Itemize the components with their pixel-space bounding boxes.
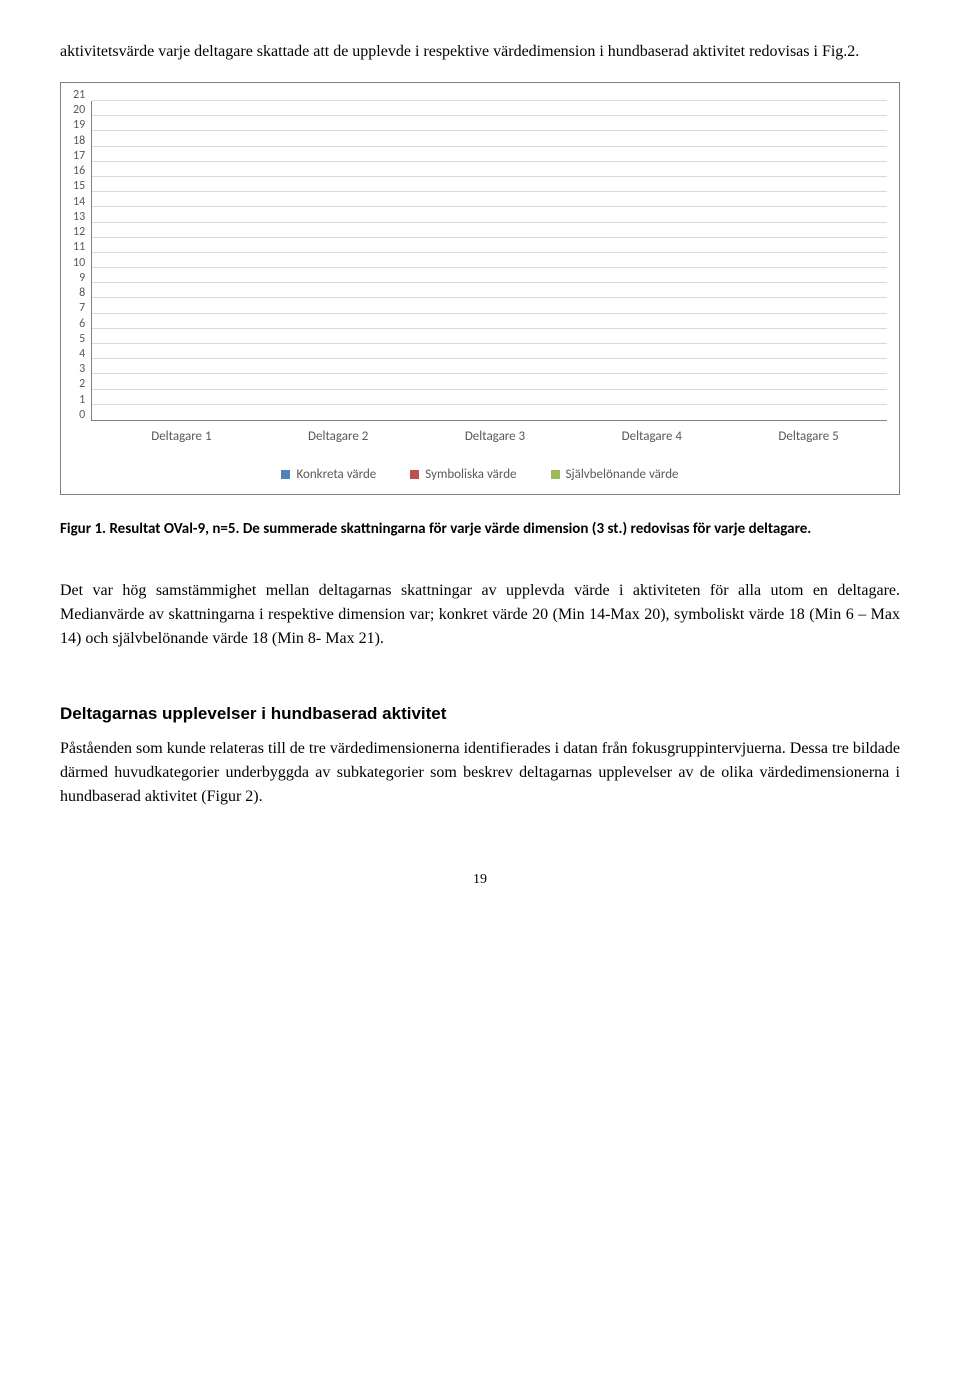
legend-swatch-icon: [410, 470, 419, 479]
y-axis: 2120191817161514131211109876543210: [73, 101, 91, 421]
legend-label: Symboliska värde: [425, 465, 516, 485]
legend-label: Självbelönande värde: [566, 465, 679, 485]
legend-item: Självbelönande värde: [551, 465, 679, 485]
section-paragraph: Påståenden som kunde relateras till de t…: [60, 737, 900, 809]
x-label: Deltagare 4: [573, 427, 730, 447]
figure-caption: Figur 1. Resultat OVal-9, n=5. De summer…: [60, 519, 900, 539]
x-label: Deltagare 5: [730, 427, 887, 447]
x-label: Deltagare 1: [103, 427, 260, 447]
legend-item: Konkreta värde: [281, 465, 376, 485]
x-label: Deltagare 2: [260, 427, 417, 447]
plot-area: [91, 101, 887, 421]
intro-paragraph: aktivitetsvärde varje deltagare skattade…: [60, 40, 900, 64]
chart-container: 2120191817161514131211109876543210 Delta…: [60, 82, 900, 495]
legend: Konkreta värde Symboliska värde Självbelön…: [73, 465, 887, 485]
body-paragraph: Det var hög samstämmighet mellan deltaga…: [60, 579, 900, 651]
page-number: 19: [60, 869, 900, 890]
legend-item: Symboliska värde: [410, 465, 516, 485]
legend-label: Konkreta värde: [296, 465, 376, 485]
x-label: Deltagare 3: [417, 427, 574, 447]
section-heading: Deltagarnas upplevelser i hundbaserad ak…: [60, 701, 900, 727]
legend-swatch-icon: [551, 470, 560, 479]
legend-swatch-icon: [281, 470, 290, 479]
